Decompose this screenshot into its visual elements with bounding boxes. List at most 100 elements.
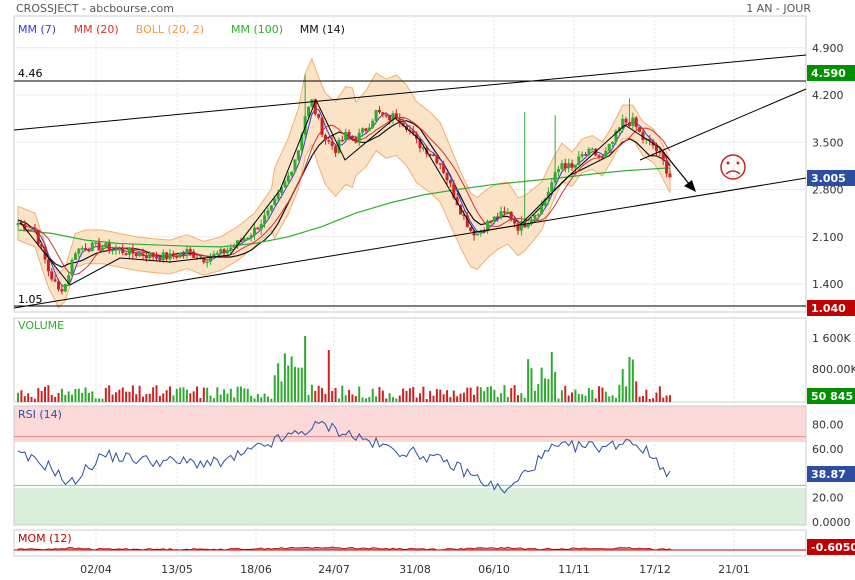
volume-bar — [74, 389, 77, 402]
x-axis-label: 18/06 — [240, 563, 272, 576]
volume-bar — [513, 385, 516, 402]
timeframe-label[interactable]: 1 AN - JOUR — [746, 2, 811, 15]
candle-body — [229, 247, 233, 251]
candle-body — [242, 238, 246, 242]
mom-title: MOM (12) — [18, 532, 72, 545]
candle-body — [627, 122, 631, 127]
candle-body — [448, 180, 452, 184]
candle-body — [465, 215, 469, 228]
volume-bar — [185, 389, 188, 402]
candle-body — [631, 117, 635, 127]
volume-bar — [618, 384, 621, 402]
rsi-panel-frame — [13, 405, 807, 526]
candle-body — [371, 120, 375, 128]
candle-body — [165, 252, 169, 260]
volume-bar — [449, 397, 452, 402]
volume-bar — [635, 381, 638, 402]
volume-bar — [412, 387, 415, 402]
candle-body — [516, 223, 520, 231]
candle-body — [553, 172, 557, 183]
volume-bar — [432, 395, 435, 402]
volume-bar — [334, 387, 337, 402]
candle-body — [536, 214, 540, 216]
candle-body — [117, 248, 121, 251]
volume-bar — [307, 395, 310, 402]
volume-bar — [527, 359, 530, 402]
price-panel-frame — [13, 15, 807, 313]
volume-bar — [473, 394, 476, 402]
low-price-badge — [807, 300, 855, 316]
volume-bar — [304, 336, 307, 402]
volume-title: VOLUME — [18, 319, 64, 332]
volume-bar — [290, 356, 293, 402]
volume-bar — [223, 389, 226, 402]
rsi-tick-label: 0.0000 — [812, 516, 851, 529]
candle-body — [607, 143, 611, 151]
volume-bar — [263, 393, 266, 402]
volume-bar — [297, 367, 300, 402]
candle-body — [357, 132, 361, 143]
candle-body — [77, 248, 81, 254]
volume-bar — [388, 393, 391, 402]
volume-bar — [354, 396, 357, 402]
volume-bar — [108, 385, 111, 402]
candle-body — [138, 253, 142, 257]
candle-body — [286, 175, 290, 182]
volume-bar — [310, 384, 313, 402]
volume-bar — [128, 391, 131, 402]
candle-body — [438, 163, 442, 165]
volume-bar — [439, 389, 442, 402]
candle-body — [668, 173, 672, 178]
x-axis-label: 11/11 — [558, 563, 590, 576]
volume-bar — [631, 359, 634, 402]
candle-body — [391, 113, 395, 121]
low-line-label: 1.05 — [18, 293, 43, 306]
candle-body — [256, 227, 260, 230]
candle-body — [540, 205, 544, 215]
volume-bar — [361, 397, 364, 402]
candle-body — [188, 249, 192, 252]
candle-body — [600, 156, 604, 159]
volume-bar — [598, 386, 601, 402]
volume-bar — [169, 386, 172, 402]
volume-bar — [219, 394, 222, 402]
candle-body — [479, 230, 483, 234]
volume-bar — [351, 394, 354, 402]
volume-bar — [236, 386, 239, 402]
volume-bar — [206, 387, 209, 402]
volume-bar — [314, 390, 317, 402]
candle-body — [432, 154, 436, 156]
lower-channel-line — [13, 177, 807, 309]
rsi-tick-label: 60.00 — [812, 443, 844, 456]
volume-bar — [391, 397, 394, 402]
candle-body — [452, 183, 456, 198]
candle-body — [489, 220, 493, 223]
volume-bar — [125, 391, 128, 402]
volume-bar — [341, 385, 344, 402]
volume-bar — [337, 398, 340, 402]
volume-bar — [192, 391, 195, 402]
candle-body — [175, 256, 179, 258]
volume-bar — [30, 396, 33, 402]
volume-last-badge — [807, 388, 855, 404]
candle-body — [303, 116, 307, 135]
candle-body — [573, 164, 577, 168]
candle-body — [151, 252, 155, 258]
candle-body — [134, 253, 138, 257]
candle-body — [641, 131, 645, 140]
candle-body — [543, 199, 547, 206]
candle-body — [63, 284, 67, 292]
candle-body — [307, 106, 311, 117]
volume-bar — [212, 398, 215, 402]
volume-bar — [469, 387, 472, 402]
price-tick-label: 1.400 — [812, 278, 844, 291]
volume-bar — [571, 392, 574, 402]
volume-bar — [216, 387, 219, 402]
volume-bar — [574, 389, 577, 402]
mm20-line — [17, 116, 671, 276]
volume-bar — [489, 386, 492, 402]
candle-body — [604, 150, 608, 158]
legend-item: BOLL (20, 2) — [136, 23, 204, 36]
candle-body — [381, 112, 385, 115]
volume-tick-label: 1 600K — [812, 332, 851, 345]
